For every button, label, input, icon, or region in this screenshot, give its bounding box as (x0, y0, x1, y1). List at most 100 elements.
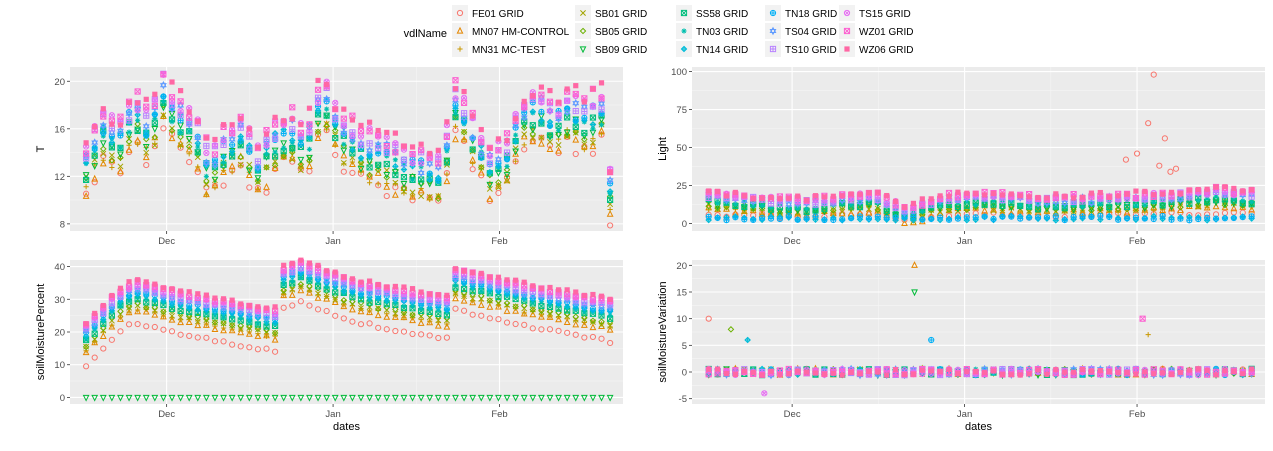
data-point (1222, 368, 1228, 374)
data-point (349, 117, 356, 123)
data-point (865, 208, 873, 216)
data-point (211, 169, 219, 176)
data-point (486, 171, 494, 179)
data-point (332, 116, 339, 123)
data-point (297, 167, 304, 174)
data-point (732, 201, 738, 207)
data-point (521, 142, 527, 148)
data-point (117, 303, 124, 309)
data-point (750, 203, 756, 209)
legend-item: FE01 GRID (452, 5, 524, 21)
data-point (1124, 191, 1130, 197)
data-point (1159, 202, 1166, 209)
data-point (254, 394, 262, 402)
data-point (143, 96, 149, 102)
data-point (892, 214, 899, 221)
x-tick-label: Feb (491, 236, 507, 247)
data-point (1052, 213, 1059, 220)
data-point (306, 260, 313, 266)
data-point (520, 132, 528, 140)
data-point (529, 135, 536, 141)
data-point (530, 283, 536, 289)
data-point (143, 103, 150, 110)
data-point (211, 151, 219, 158)
data-point (477, 394, 485, 402)
data-point (383, 192, 390, 200)
data-point (186, 109, 192, 115)
data-point (1240, 188, 1246, 194)
data-point (1062, 193, 1068, 199)
data-point (134, 88, 141, 95)
data-point (1062, 369, 1068, 375)
data-point (529, 130, 537, 138)
data-point (478, 126, 484, 133)
data-point (477, 292, 485, 300)
data-point (1053, 204, 1059, 210)
data-point (177, 318, 185, 326)
data-point (348, 160, 356, 168)
data-point (1248, 213, 1255, 220)
data-point (228, 326, 236, 334)
data-point (529, 126, 537, 134)
data-point (504, 163, 510, 170)
data-point (581, 309, 587, 315)
data-point (340, 147, 348, 155)
data-point (469, 311, 476, 318)
points (82, 70, 614, 229)
data-point (503, 307, 511, 314)
data-point (237, 161, 244, 168)
data-point (1097, 201, 1103, 207)
x-tick-label: Jan (325, 236, 340, 247)
data-point (963, 214, 970, 221)
data-point (538, 99, 545, 106)
data-point (383, 312, 391, 320)
data-point (1123, 208, 1131, 216)
data-point (151, 126, 159, 133)
data-point (919, 202, 926, 209)
data-point (444, 292, 450, 298)
data-point (839, 216, 846, 223)
data-point (580, 394, 588, 402)
data-point (340, 168, 347, 175)
data-point (220, 159, 227, 166)
data-point (289, 278, 295, 284)
data-point (383, 160, 390, 168)
data-point (563, 318, 571, 326)
data-point (109, 292, 115, 299)
data-point (83, 321, 89, 327)
data-point (494, 155, 502, 164)
data-point (830, 193, 836, 199)
data-point (856, 197, 864, 207)
data-point (495, 136, 502, 142)
data-point (901, 371, 908, 378)
data-point (237, 328, 245, 336)
data-point (263, 345, 270, 352)
data-point (520, 302, 528, 309)
data-point (306, 288, 313, 296)
y-tick-label: 75 (676, 105, 687, 116)
data-point (443, 334, 450, 341)
panel-Light: 0 25 50 75 100 Dec Jan Feb Light (657, 67, 1265, 247)
data-point (758, 214, 766, 221)
data-point (263, 182, 270, 190)
data-point (486, 302, 494, 310)
data-point (134, 394, 142, 402)
data-point (955, 371, 961, 377)
data-point (177, 98, 184, 105)
data-point (169, 312, 175, 319)
data-point (477, 168, 485, 176)
data-point (194, 321, 202, 329)
data-point (452, 95, 459, 102)
data-point (598, 335, 605, 342)
data-point (1231, 196, 1237, 202)
data-point (883, 199, 890, 207)
data-point (785, 213, 792, 220)
data-point (1230, 215, 1237, 222)
legend-item: TN18 GRID (765, 5, 837, 21)
data-point (152, 115, 158, 121)
data-point (375, 161, 382, 168)
data-point (1177, 191, 1184, 197)
data-point (271, 153, 279, 160)
data-point (487, 274, 493, 280)
data-point (857, 371, 863, 377)
